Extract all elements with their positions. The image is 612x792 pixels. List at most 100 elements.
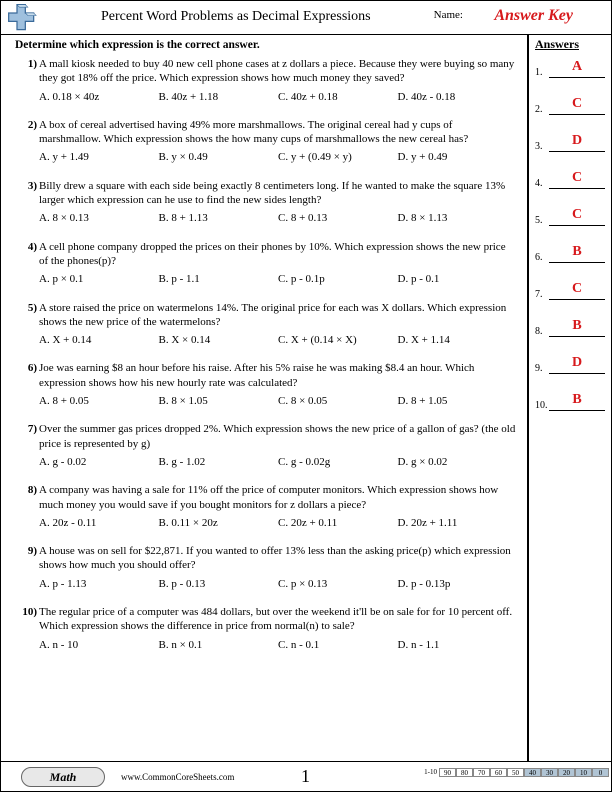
problem: 2)A box of cereal advertised having 49% …: [15, 118, 517, 165]
problem-text: A mall kiosk needed to buy 40 new cell p…: [39, 57, 517, 86]
problem-number: 6): [15, 361, 37, 375]
choice: A. p × 0.1: [39, 272, 159, 286]
choices-row: A. p - 1.13B. p - 0.13C. p × 0.13D. p - …: [39, 577, 517, 591]
score-range-label: 1-10: [424, 768, 439, 777]
score-cell: 60: [490, 768, 507, 777]
problem-text: Over the summer gas prices dropped 2%. W…: [39, 422, 517, 451]
answer-row: 1.A: [535, 60, 605, 78]
instructions: Determine which expression is the correc…: [15, 39, 517, 51]
choice: D. y + 0.49: [398, 150, 518, 164]
choice: D. g × 0.02: [398, 455, 518, 469]
footer-url: www.CommonCoreSheets.com: [121, 772, 234, 782]
footer: Math www.CommonCoreSheets.com 1 1-10 908…: [1, 761, 611, 791]
answer-value: D: [549, 356, 605, 374]
choice: D. n - 1.1: [398, 638, 518, 652]
answer-value: D: [549, 134, 605, 152]
score-grid: 1-10 9080706050403020100: [424, 768, 609, 777]
choices-row: A. X + 0.14B. X × 0.14C. X + (0.14 × X)D…: [39, 333, 517, 347]
choice: C. g - 0.02g: [278, 455, 398, 469]
choice: A. 8 × 0.13: [39, 211, 159, 225]
problem-number: 4): [15, 240, 37, 254]
choice: C. p - 0.1p: [278, 272, 398, 286]
answers-column: Answers 1.A2.C3.D4.C5.C6.B7.C8.B9.D10.B: [527, 35, 611, 761]
choice: D. 8 × 1.13: [398, 211, 518, 225]
logo-icon: [5, 3, 39, 33]
score-cell: 10: [575, 768, 592, 777]
answer-value: C: [549, 171, 605, 189]
problem-text: Billy drew a square with each side being…: [39, 179, 517, 208]
choices-row: A. 0.18 × 40zB. 40z + 1.18C. 40z + 0.18D…: [39, 90, 517, 104]
name-label: Name:: [434, 9, 463, 21]
problem-text: Joe was earning $8 an hour before his ra…: [39, 361, 517, 390]
problem: 9)A house was on sell for $22,871. If yo…: [15, 544, 517, 591]
page-number: 1: [301, 766, 310, 787]
problem: 4)A cell phone company dropped the price…: [15, 240, 517, 287]
choice: C. y + (0.49 × y): [278, 150, 398, 164]
choice: A. n - 10: [39, 638, 159, 652]
problem-number: 9): [15, 544, 37, 558]
problems-column: Determine which expression is the correc…: [1, 35, 527, 761]
choice: D. 8 + 1.05: [398, 394, 518, 408]
choice: C. 8 × 0.05: [278, 394, 398, 408]
choice: B. 8 + 1.13: [159, 211, 279, 225]
choices-row: A. n - 10B. n × 0.1C. n - 0.1D. n - 1.1: [39, 638, 517, 652]
choices-row: A. 8 × 0.13B. 8 + 1.13C. 8 + 0.13D. 8 × …: [39, 211, 517, 225]
score-cell: 40: [524, 768, 541, 777]
answer-row: 5.C: [535, 208, 605, 226]
answer-key-label: Answer Key: [494, 7, 573, 25]
choices-row: A. 8 + 0.05B. 8 × 1.05C. 8 × 0.05D. 8 + …: [39, 394, 517, 408]
problem-text: A house was on sell for $22,871. If you …: [39, 544, 517, 573]
choice: A. X + 0.14: [39, 333, 159, 347]
problem-text: A box of cereal advertised having 49% mo…: [39, 118, 517, 147]
choice: B. y × 0.49: [159, 150, 279, 164]
score-cell: 70: [473, 768, 490, 777]
answers-heading: Answers: [535, 37, 605, 52]
answer-row: 4.C: [535, 171, 605, 189]
content: Determine which expression is the correc…: [1, 35, 611, 761]
answer-row: 8.B: [535, 319, 605, 337]
choices-row: A. y + 1.49B. y × 0.49C. y + (0.49 × y)D…: [39, 150, 517, 164]
choice: B. 40z + 1.18: [159, 90, 279, 104]
answer-value: C: [549, 282, 605, 300]
problem-text: A store raised the price on watermelons …: [39, 301, 517, 330]
answer-row: 7.C: [535, 282, 605, 300]
answer-number: 3.: [535, 141, 549, 152]
answer-row: 10.B: [535, 393, 605, 411]
score-cell: 20: [558, 768, 575, 777]
answer-value: C: [549, 97, 605, 115]
choice: A. g - 0.02: [39, 455, 159, 469]
answer-number: 8.: [535, 326, 549, 337]
choice: C. 8 + 0.13: [278, 211, 398, 225]
answer-row: 3.D: [535, 134, 605, 152]
problem-number: 8): [15, 483, 37, 497]
choice: C. 40z + 0.18: [278, 90, 398, 104]
answer-number: 1.: [535, 67, 549, 78]
answer-number: 10.: [535, 400, 549, 411]
answer-number: 9.: [535, 363, 549, 374]
choice: B. X × 0.14: [159, 333, 279, 347]
answer-number: 7.: [535, 289, 549, 300]
problem-number: 10): [15, 605, 37, 619]
choice: C. X + (0.14 × X): [278, 333, 398, 347]
choice: B. 0.11 × 20z: [159, 516, 279, 530]
answer-value: A: [549, 60, 605, 78]
choice: C. 20z + 0.11: [278, 516, 398, 530]
score-cell: 90: [439, 768, 456, 777]
choice: D. 20z + 1.11: [398, 516, 518, 530]
answer-value: B: [549, 319, 605, 337]
choices-row: A. 20z - 0.11B. 0.11 × 20zC. 20z + 0.11D…: [39, 516, 517, 530]
choice: B. n × 0.1: [159, 638, 279, 652]
problem: 1)A mall kiosk needed to buy 40 new cell…: [15, 57, 517, 104]
choice: B. g - 1.02: [159, 455, 279, 469]
choice: A. 20z - 0.11: [39, 516, 159, 530]
answer-value: B: [549, 245, 605, 263]
problem-text: The regular price of a computer was 484 …: [39, 605, 517, 634]
choice: B. p - 1.1: [159, 272, 279, 286]
score-cell: 80: [456, 768, 473, 777]
problem: 6)Joe was earning $8 an hour before his …: [15, 361, 517, 408]
choice: C. p × 0.13: [278, 577, 398, 591]
choices-row: A. p × 0.1B. p - 1.1C. p - 0.1pD. p - 0.…: [39, 272, 517, 286]
answer-value: C: [549, 208, 605, 226]
problem: 7)Over the summer gas prices dropped 2%.…: [15, 422, 517, 469]
worksheet-title: Percent Word Problems as Decimal Express…: [101, 9, 371, 25]
